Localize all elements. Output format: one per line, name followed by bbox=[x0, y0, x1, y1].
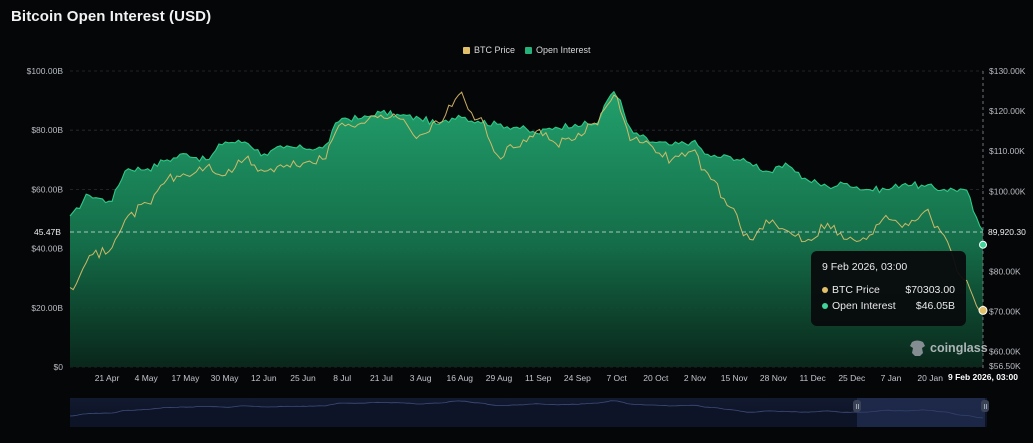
crosshair-left-value: 45.47B bbox=[30, 226, 65, 239]
svg-text:$60.00B: $60.00B bbox=[31, 184, 63, 194]
svg-text:$20.00B: $20.00B bbox=[31, 303, 63, 313]
coinglass-logo-icon bbox=[910, 340, 925, 356]
svg-text:$56.50K: $56.50K bbox=[989, 361, 1021, 371]
navigator-right-handle[interactable] bbox=[981, 400, 989, 412]
svg-text:16 Aug: 16 Aug bbox=[447, 373, 474, 383]
svg-text:$100.00K: $100.00K bbox=[989, 186, 1026, 196]
legend-label: BTC Price bbox=[474, 45, 516, 55]
navigator-left-handle[interactable] bbox=[853, 400, 861, 412]
svg-text:4 May: 4 May bbox=[135, 373, 159, 383]
chart-tooltip: 9 Feb 2026, 03:00 BTC Price $70303.00 Op… bbox=[811, 251, 966, 326]
open-interest-area bbox=[69, 90, 984, 367]
legend-item-btc-price[interactable]: BTC Price bbox=[463, 45, 515, 55]
tooltip-value: $70303.00 bbox=[905, 284, 955, 296]
tooltip-row-btc-price: BTC Price $70303.00 bbox=[822, 282, 955, 298]
left-y-axis: $0 $20.00B $40.00B $60.00B $80.00B $100.00B bbox=[27, 66, 64, 372]
btc-price-dot-icon bbox=[822, 287, 828, 293]
tooltip-date: 9 Feb 2026, 03:00 bbox=[822, 261, 908, 273]
svg-text:11 Sep: 11 Sep bbox=[525, 373, 552, 383]
crosshair-right-value: 89,920.30 bbox=[988, 227, 1026, 237]
legend-item-open-interest[interactable]: Open Interest bbox=[525, 45, 591, 55]
svg-text:2 Nov: 2 Nov bbox=[684, 373, 707, 383]
svg-text:$130.00K: $130.00K bbox=[989, 66, 1026, 76]
tooltip-label: BTC Price bbox=[832, 284, 880, 296]
range-navigator[interactable] bbox=[69, 398, 987, 427]
svg-text:21 Jul: 21 Jul bbox=[370, 373, 393, 383]
tooltip-value: $46.05B bbox=[915, 300, 955, 312]
svg-text:$80.00K: $80.00K bbox=[989, 267, 1021, 277]
svg-text:25 Jun: 25 Jun bbox=[290, 373, 316, 383]
svg-text:20 Oct: 20 Oct bbox=[643, 373, 669, 383]
btc-price-swatch-icon bbox=[463, 46, 470, 54]
open-interest-dot-icon bbox=[822, 303, 828, 309]
svg-text:7 Jan: 7 Jan bbox=[881, 373, 902, 383]
svg-text:11 Dec: 11 Dec bbox=[799, 373, 826, 383]
svg-text:$60.00K: $60.00K bbox=[989, 347, 1021, 357]
watermark-text: coinglass bbox=[930, 341, 988, 355]
coinglass-watermark: coinglass bbox=[909, 339, 988, 357]
open-interest-swatch-icon bbox=[525, 46, 533, 54]
svg-text:12 Jun: 12 Jun bbox=[251, 373, 277, 383]
svg-text:24 Sep: 24 Sep bbox=[564, 373, 591, 383]
legend-label: Open Interest bbox=[536, 45, 591, 55]
tooltip-row-open-interest: Open Interest $46.05B bbox=[822, 298, 955, 314]
right-y-axis: $56.50K $60.00K $70.00K $80.00K $100.00K $110… bbox=[989, 66, 1026, 371]
svg-text:$110.00K: $110.00K bbox=[989, 146, 1025, 156]
svg-text:7 Oct: 7 Oct bbox=[606, 373, 627, 383]
svg-text:15 Nov: 15 Nov bbox=[721, 373, 749, 383]
svg-text:$80.00B: $80.00B bbox=[31, 125, 63, 135]
svg-text:30 May: 30 May bbox=[211, 373, 240, 383]
svg-text:28 Nov: 28 Nov bbox=[760, 373, 788, 383]
chart-title: Bitcoin Open Interest (USD) bbox=[11, 8, 212, 25]
tooltip-label: Open Interest bbox=[832, 300, 896, 312]
svg-text:29 Aug: 29 Aug bbox=[486, 373, 513, 383]
svg-text:17 May: 17 May bbox=[171, 373, 200, 383]
svg-text:$40.00B: $40.00B bbox=[31, 244, 63, 254]
chart-legend: BTC Price Open Interest bbox=[463, 45, 591, 55]
svg-text:$70.00K: $70.00K bbox=[989, 307, 1021, 317]
svg-text:8 Jul: 8 Jul bbox=[333, 373, 351, 383]
svg-text:$0: $0 bbox=[54, 362, 64, 372]
crosshair bbox=[70, 71, 988, 372]
svg-text:25 Dec: 25 Dec bbox=[838, 373, 866, 383]
svg-text:$120.00K: $120.00K bbox=[989, 106, 1026, 116]
svg-text:21 Apr: 21 Apr bbox=[95, 373, 120, 383]
x-axis: 21 Apr 4 May 17 May 30 May 12 Jun 25 Jun 8 Jul… bbox=[95, 373, 944, 383]
svg-text:$100.00B: $100.00B bbox=[27, 66, 64, 76]
svg-text:3 Aug: 3 Aug bbox=[410, 373, 432, 383]
crosshair-date: 9 Feb 2026, 03:00 bbox=[945, 371, 1021, 384]
btc-price-line bbox=[69, 91, 984, 312]
svg-text:20 Jan: 20 Jan bbox=[917, 373, 943, 383]
